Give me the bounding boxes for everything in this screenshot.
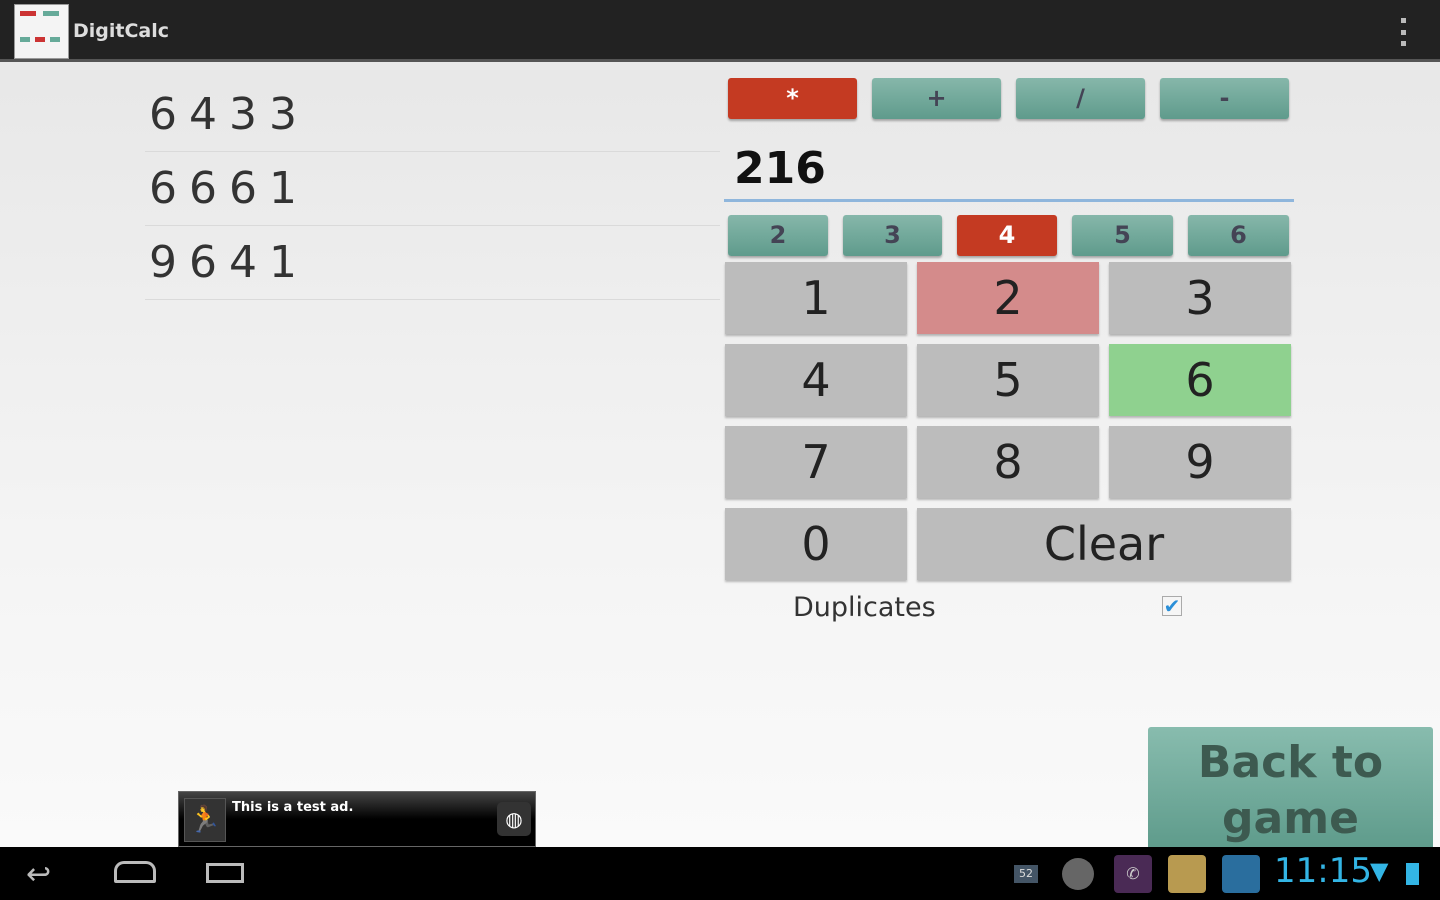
result-row: 6661 bbox=[145, 152, 720, 226]
operator-add-button[interactable]: + bbox=[872, 78, 1001, 119]
operator-subtract-button[interactable]: - bbox=[1160, 78, 1289, 119]
result-row: 9641 bbox=[145, 226, 720, 300]
operator-divide-button[interactable]: / bbox=[1016, 78, 1145, 119]
back-to-game-button[interactable]: Back to game bbox=[1148, 727, 1433, 849]
digit-count-2-button[interactable]: 2 bbox=[728, 215, 828, 256]
key-0[interactable]: 0 bbox=[725, 508, 907, 580]
app-icon bbox=[14, 4, 69, 59]
key-8[interactable]: 8 bbox=[917, 426, 1099, 498]
digit-count-5-button[interactable]: 5 bbox=[1072, 215, 1173, 256]
battery-icon bbox=[1406, 863, 1419, 885]
operator-multiply-button[interactable]: * bbox=[728, 78, 857, 119]
duplicates-label: Duplicates bbox=[793, 592, 936, 623]
key-2[interactable]: 2 bbox=[917, 262, 1099, 334]
home-icon[interactable] bbox=[114, 861, 156, 883]
ad-text: This is a test ad. bbox=[232, 800, 354, 815]
system-nav-bar: ↩ 52 ✆ 11:15 ▼ bbox=[0, 847, 1440, 900]
action-bar: DigitCalc bbox=[0, 0, 1440, 62]
wifi-icon: ▼ bbox=[1370, 857, 1389, 885]
duplicates-checkbox[interactable]: ✔ bbox=[1162, 594, 1182, 618]
app-tray-icon[interactable] bbox=[1222, 855, 1260, 893]
running-man-icon: 🏃 bbox=[184, 798, 226, 842]
digit-count-4-button[interactable]: 4 bbox=[957, 215, 1057, 256]
key-6[interactable]: 6 bbox=[1109, 344, 1291, 416]
contacts-icon[interactable] bbox=[1168, 855, 1206, 893]
digit-count-3-button[interactable]: 3 bbox=[843, 215, 942, 256]
sync-icon[interactable] bbox=[1062, 858, 1094, 890]
ad-banner[interactable]: 🏃 This is a test ad. ◍ bbox=[178, 791, 536, 847]
overflow-menu-icon[interactable] bbox=[1398, 18, 1408, 46]
key-5[interactable]: 5 bbox=[917, 344, 1099, 416]
result-row: 6433 bbox=[145, 78, 720, 152]
globe-icon[interactable]: ◍ bbox=[497, 802, 531, 836]
back-icon[interactable]: ↩ bbox=[26, 857, 52, 892]
clear-button[interactable]: Clear bbox=[917, 508, 1291, 580]
key-1[interactable]: 1 bbox=[725, 262, 907, 334]
key-4[interactable]: 4 bbox=[725, 344, 907, 416]
notification-badge-icon[interactable]: 52 bbox=[1014, 865, 1038, 883]
key-7[interactable]: 7 bbox=[725, 426, 907, 498]
key-3[interactable]: 3 bbox=[1109, 262, 1291, 334]
target-input[interactable]: 216 bbox=[724, 140, 1294, 202]
key-9[interactable]: 9 bbox=[1109, 426, 1291, 498]
recent-apps-icon[interactable] bbox=[206, 863, 244, 883]
app-title: DigitCalc bbox=[73, 20, 170, 42]
digit-count-6-button[interactable]: 6 bbox=[1188, 215, 1289, 256]
clock: 11:15 bbox=[1274, 851, 1372, 891]
viber-icon[interactable]: ✆ bbox=[1114, 855, 1152, 893]
